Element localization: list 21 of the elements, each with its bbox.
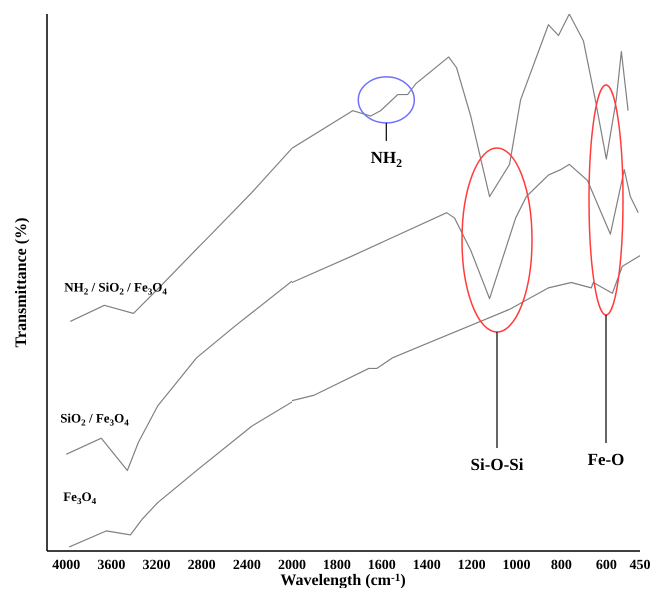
- x-tick-label: 800: [550, 558, 572, 573]
- x-tick-label: 600: [596, 558, 617, 573]
- x-tick-label: 1000: [502, 558, 531, 573]
- x-tick-label: 450: [630, 558, 650, 573]
- series-label: NH$_{2}$ / SiO$_{2}$ / Fe$_{3}$O$_{4}$: [64, 279, 168, 296]
- annotation: NH$_{2}$: [370, 148, 402, 170]
- x-tick-label: 2400: [232, 558, 261, 573]
- x-tick-label: 2000: [278, 558, 306, 573]
- x-tick-label: 3200: [142, 558, 171, 573]
- annotation: Fe-O: [588, 450, 624, 469]
- annotation: Si-O-Si: [470, 455, 524, 474]
- x-tick-label: 4000: [52, 558, 80, 573]
- y-axis-title: Transmittance (%): [13, 218, 30, 348]
- x-tick-label: 2800: [188, 558, 216, 573]
- x-tick-label: 1200: [458, 558, 486, 573]
- x-tick-label: 1600: [368, 558, 396, 573]
- x-tick-label: 3600: [97, 558, 126, 573]
- x-tick-label: 1400: [412, 558, 441, 573]
- series-label: SiO$_{2}$ / Fe$_{3}$O$_{4}$: [60, 410, 130, 428]
- x-tick-label: 1800: [322, 558, 351, 573]
- text: Fe$_{3}$O$_{4}$: [63, 488, 97, 506]
